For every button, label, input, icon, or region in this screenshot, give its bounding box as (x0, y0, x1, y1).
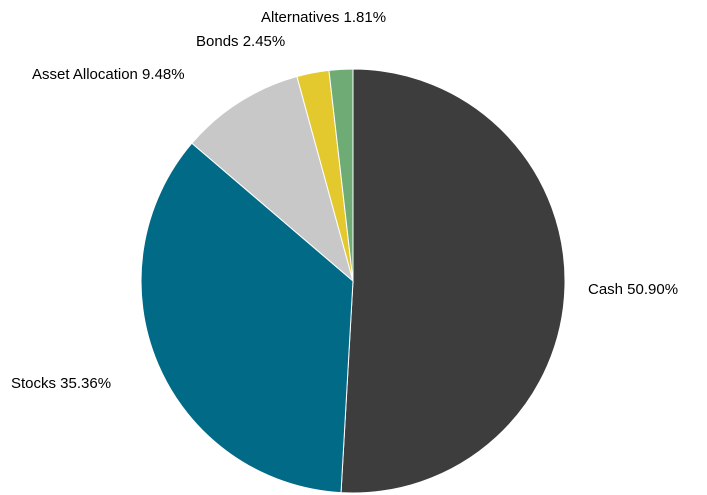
pie-slice-stocks (140, 142, 354, 494)
slice-label-alternatives: Alternatives 1.81% (261, 9, 386, 26)
slice-labels: Cash 50.90% Stocks 35.36% Asset Allocati… (11, 9, 678, 392)
slice-label-stocks: Stocks 35.36% (11, 375, 111, 392)
slice-label-cash: Cash 50.90% (588, 281, 678, 298)
slice-label-bonds: Bonds 2.45% (196, 33, 285, 50)
pie-slice-asset-allocation (191, 75, 354, 283)
pie-slice-cash (340, 68, 566, 494)
pie-slice-alternatives (328, 68, 354, 282)
pie-slices (140, 68, 566, 494)
slice-label-asset-allocation: Asset Allocation 9.48% (32, 66, 185, 83)
